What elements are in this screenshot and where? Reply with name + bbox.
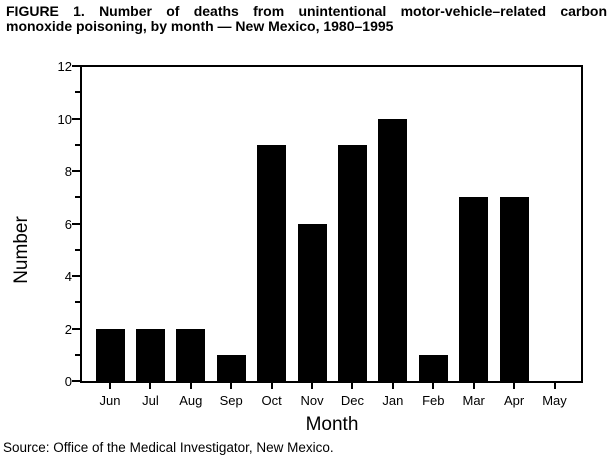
y-major-tick-4 <box>72 275 80 277</box>
x-tick-jul <box>149 383 152 389</box>
y-minor-tick-3 <box>75 301 80 304</box>
y-major-tick-6 <box>72 222 80 225</box>
y-minor-tick-9 <box>75 143 80 146</box>
x-tick-label-jan: Jan <box>382 393 404 408</box>
x-tick-oct <box>270 383 273 389</box>
bar-aug <box>176 328 206 382</box>
bar-jan <box>378 118 408 382</box>
figure-title-line1: FIGURE 1. Number of deaths from unintent… <box>6 3 607 19</box>
x-tick-label-jul: Jul <box>142 393 159 408</box>
x-tick-label-apr: Apr <box>503 393 525 408</box>
y-major-tick-8 <box>72 170 80 172</box>
x-tick-sep <box>230 383 233 389</box>
x-tick-dec <box>351 383 354 389</box>
y-major-tick-2 <box>72 327 80 330</box>
x-tick-may <box>553 383 556 389</box>
x-tick-apr <box>513 383 516 389</box>
y-tick-label-12: 12 <box>57 59 72 74</box>
y-minor-tick-5 <box>75 248 80 251</box>
y-tick-label-2: 2 <box>64 321 72 337</box>
x-tick-label-dec: Dec <box>340 393 365 408</box>
bar-jul <box>135 328 165 382</box>
x-tick-label-jun: Jun <box>99 393 121 408</box>
bar-feb <box>418 354 448 382</box>
x-tick-label-aug: Aug <box>179 393 203 408</box>
y-minor-tick-7 <box>75 196 80 199</box>
x-tick-label-mar: Mar <box>462 393 485 408</box>
x-tick-aug <box>189 383 192 389</box>
y-axis-title: Number <box>11 216 32 284</box>
bar-jun <box>95 328 125 382</box>
bar-mar <box>459 197 489 382</box>
y-tick-label-4: 4 <box>64 269 72 284</box>
x-tick-label-oct: Oct <box>261 393 282 408</box>
y-minor-tick-11 <box>75 91 80 94</box>
x-tick-feb <box>432 383 435 389</box>
y-tick-label-8: 8 <box>64 164 72 179</box>
y-tick-label-6: 6 <box>64 216 72 232</box>
x-tick-label-feb: Feb <box>422 393 445 408</box>
bar-nov <box>297 223 327 382</box>
y-major-tick-0 <box>72 380 80 382</box>
y-minor-tick-1 <box>75 353 80 356</box>
bar-sep <box>216 354 246 382</box>
x-tick-mar <box>472 383 475 389</box>
x-tick-nov <box>311 383 314 389</box>
x-axis-title: Month <box>305 414 359 435</box>
x-tick-jun <box>109 383 111 389</box>
x-tick-label-sep: Sep <box>219 393 243 408</box>
y-major-tick-12 <box>72 65 80 67</box>
x-tick-jan <box>391 383 394 389</box>
figure-title: FIGURE 1. Number of deaths from unintent… <box>6 4 607 34</box>
bar-dec <box>337 144 367 382</box>
x-tick-label-nov: Nov <box>300 393 324 408</box>
y-tick-label-0: 0 <box>64 374 72 389</box>
y-major-tick-10 <box>72 117 80 120</box>
figure-title-line2: monoxide poisoning, by month — New Mexic… <box>6 18 394 34</box>
source-note: Source: Office of the Medical Investigat… <box>3 440 334 455</box>
y-tick-label-10: 10 <box>57 111 72 127</box>
x-tick-label-may: May <box>542 393 567 408</box>
bar-apr <box>499 197 529 382</box>
bar-oct <box>257 144 287 382</box>
